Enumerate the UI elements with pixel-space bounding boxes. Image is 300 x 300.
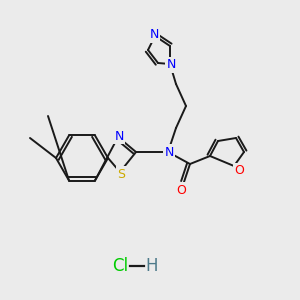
Text: H: H xyxy=(146,257,158,275)
Text: S: S xyxy=(117,167,125,181)
Text: N: N xyxy=(114,130,124,142)
Text: Cl: Cl xyxy=(112,257,128,275)
Text: N: N xyxy=(164,146,174,158)
Text: O: O xyxy=(176,184,186,196)
Text: N: N xyxy=(166,58,176,71)
Text: N: N xyxy=(149,28,159,41)
Text: O: O xyxy=(234,164,244,178)
